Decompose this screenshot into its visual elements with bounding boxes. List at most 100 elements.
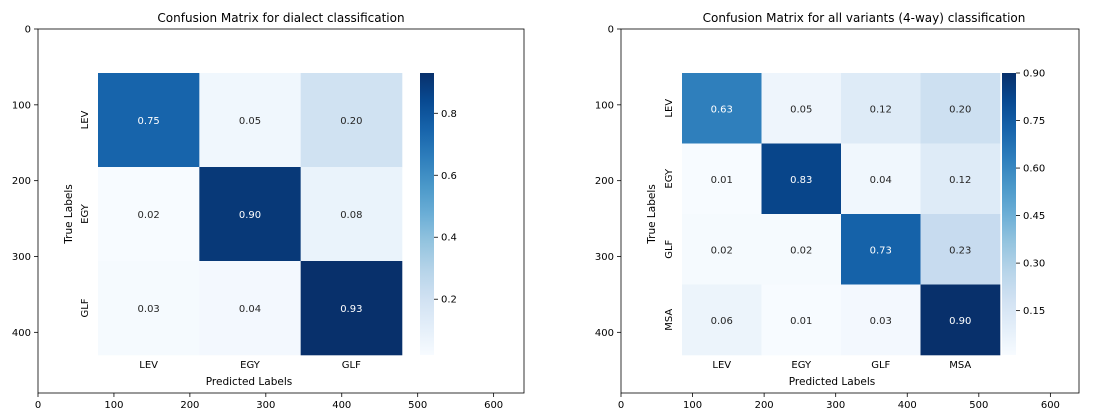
outer-x-tick-label: 200 <box>755 400 774 411</box>
cell-value-label: 0.02 <box>711 245 733 256</box>
heatmap-cell <box>300 73 403 168</box>
true-tick-label: GLF <box>80 298 91 317</box>
cell-value-label: 0.20 <box>949 104 971 115</box>
cell-value-label: 0.02 <box>138 210 160 221</box>
true-tick-label: EGY <box>80 203 91 224</box>
colorbar-tick-label: 0.2 <box>441 295 457 306</box>
heatmap-cell <box>920 143 1001 215</box>
cell-value-label: 0.01 <box>790 316 812 327</box>
cell-value-label: 0.75 <box>138 116 160 127</box>
true-tick-label: EGY <box>664 168 675 189</box>
x-axis-label: Predicted Labels <box>789 376 875 388</box>
outer-y-tick-label: 200 <box>12 176 31 187</box>
colorbar-tick-label: 0.90 <box>1023 69 1045 80</box>
cell-value-label: 0.83 <box>790 175 812 186</box>
colorbar-tick-label: 0.75 <box>1023 116 1045 127</box>
predicted-tick-label: GLF <box>342 360 361 371</box>
outer-y-tick-label: 100 <box>12 100 31 111</box>
cell-value-label: 0.03 <box>870 316 892 327</box>
outer-x-tick-label: 300 <box>256 400 275 411</box>
cell-value-label: 0.05 <box>790 104 812 115</box>
predicted-tick-label: EGY <box>240 360 261 371</box>
confusion-matrix-dialect: Confusion Matrix for dialect classificat… <box>12 11 525 411</box>
predicted-tick-label: MSA <box>949 360 971 371</box>
outer-x-tick-label: 500 <box>969 400 988 411</box>
cell-value-label: 0.73 <box>870 245 892 256</box>
cell-value-label: 0.63 <box>711 104 733 115</box>
heatmap-cell <box>841 214 921 285</box>
heatmap-cell <box>841 73 921 144</box>
heatmap-cell <box>300 167 403 262</box>
heatmap-cell <box>761 143 842 215</box>
colorbar-tick-label: 0.15 <box>1023 306 1045 317</box>
heatmap-cell <box>300 261 403 356</box>
predicted-tick-label: EGY <box>791 360 812 371</box>
y-axis-label: True Labels <box>646 184 658 244</box>
cell-value-label: 0.04 <box>239 304 261 315</box>
outer-y-tick-label: 400 <box>12 328 31 339</box>
chart-title: Confusion Matrix for dialect classificat… <box>157 11 404 25</box>
colorbar-tick-label: 0.45 <box>1023 211 1045 222</box>
cell-value-label: 0.03 <box>138 304 160 315</box>
heatmap-cell <box>199 167 301 262</box>
heatmap-cell <box>920 73 1001 144</box>
cell-value-label: 0.12 <box>870 104 892 115</box>
heatmap-cell <box>761 73 842 144</box>
colorbar-tick-label: 0.30 <box>1023 259 1045 270</box>
heatmap-cell <box>98 261 200 356</box>
outer-x-tick-label: 300 <box>826 400 845 411</box>
outer-x-tick-label: 200 <box>180 400 199 411</box>
y-axis-label: True Labels <box>63 184 75 244</box>
heatmap-cell <box>682 214 762 285</box>
predicted-tick-label: LEV <box>139 360 158 371</box>
predicted-tick-label: LEV <box>712 360 731 371</box>
predicted-tick-label: GLF <box>871 360 890 371</box>
colorbar-tick-label: 0.4 <box>441 233 457 244</box>
outer-y-tick-label: 100 <box>595 100 614 111</box>
outer-y-tick-label: 300 <box>595 252 614 263</box>
cell-value-label: 0.01 <box>711 175 733 186</box>
outer-y-tick-label: 0 <box>25 25 31 36</box>
colorbar-tick-label: 0.6 <box>441 171 457 182</box>
outer-x-tick-label: 0 <box>35 400 41 411</box>
heatmap-cell <box>682 143 762 215</box>
x-axis-label: Predicted Labels <box>206 376 292 388</box>
true-tick-label: MSA <box>664 309 675 331</box>
cell-value-label: 0.20 <box>340 116 362 127</box>
confusion-matrix-4way: Confusion Matrix for all variants (4-way… <box>595 11 1080 411</box>
true-tick-label: LEV <box>664 99 675 118</box>
cell-value-label: 0.04 <box>870 175 892 186</box>
colorbar-tick-label: 0.8 <box>441 109 457 120</box>
true-tick-label: LEV <box>80 110 91 129</box>
cell-value-label: 0.08 <box>340 210 362 221</box>
colorbar <box>420 73 434 355</box>
outer-x-tick-label: 500 <box>408 400 427 411</box>
heatmap-cell <box>761 284 842 356</box>
cell-value-label: 0.06 <box>711 316 733 327</box>
heatmap-cell <box>98 73 200 168</box>
heatmap-cell <box>841 143 921 215</box>
outer-x-tick-label: 400 <box>332 400 351 411</box>
cell-value-label: 0.90 <box>239 210 261 221</box>
heatmap-cell <box>682 284 762 356</box>
outer-x-tick-label: 0 <box>618 400 624 411</box>
heatmap-cell <box>920 214 1001 285</box>
cell-value-label: 0.93 <box>340 304 362 315</box>
cell-value-label: 0.23 <box>949 245 971 256</box>
heatmap-cell <box>98 167 200 262</box>
cell-value-label: 0.05 <box>239 116 261 127</box>
cell-value-label: 0.12 <box>949 175 971 186</box>
true-tick-label: GLF <box>664 239 675 258</box>
heatmap-cell <box>761 214 842 285</box>
cell-value-label: 0.02 <box>790 245 812 256</box>
outer-y-tick-label: 200 <box>595 176 614 187</box>
outer-x-tick-label: 100 <box>683 400 702 411</box>
heatmap-cell <box>682 73 762 144</box>
outer-y-tick-label: 0 <box>608 25 614 36</box>
outer-y-tick-label: 300 <box>12 252 31 263</box>
heatmap-cell <box>199 73 301 168</box>
cell-value-label: 0.90 <box>949 316 971 327</box>
outer-x-tick-label: 400 <box>898 400 917 411</box>
colorbar-tick-label: 0.60 <box>1023 164 1045 175</box>
